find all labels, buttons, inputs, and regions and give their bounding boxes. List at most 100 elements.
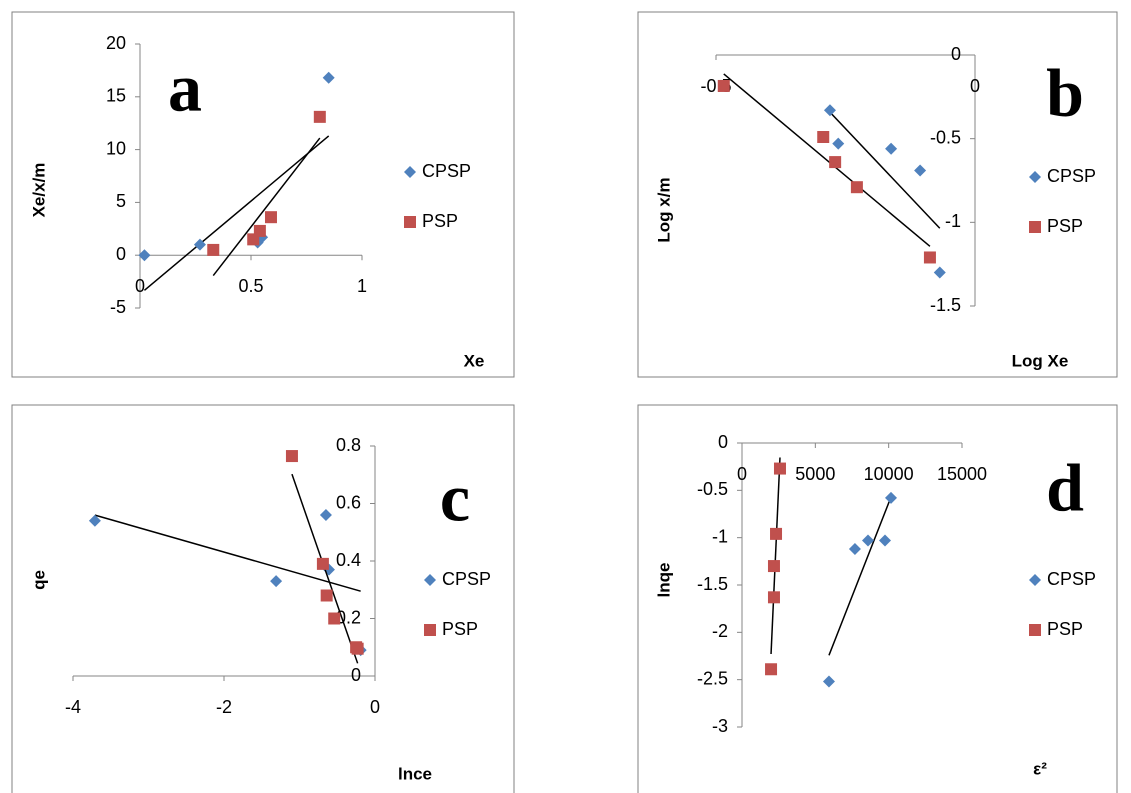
- legend-marker: [1029, 221, 1041, 233]
- point: [717, 79, 730, 92]
- y-tick-label: -0.5: [930, 127, 961, 147]
- point: [765, 663, 778, 676]
- y-axis-title: lnqe: [654, 563, 673, 598]
- point: [88, 514, 101, 527]
- panel-letter: c: [440, 460, 470, 536]
- point: [914, 164, 927, 177]
- panel-border: [637, 404, 1118, 793]
- legend-label: CPSP: [422, 161, 471, 181]
- legend-marker: [1029, 574, 1041, 586]
- y-tick-label: -2.5: [697, 668, 728, 688]
- legend-marker: [1029, 171, 1041, 183]
- panel: -4 -2 00 0.2 0.4 0.6 0.8 CPSP PSP qe lnce c: [11, 404, 515, 793]
- y-tick-label: 0.2: [336, 607, 361, 627]
- point: [193, 238, 206, 251]
- x-tick-label: -2: [216, 697, 232, 717]
- y-tick-label: -1.5: [930, 295, 961, 315]
- panel: 0 5000 10000 15000 -3 -2.5 -2 -1.5 -1 -0.5 0 CPSP PS…: [637, 404, 1118, 793]
- legend-label: PSP: [442, 619, 478, 639]
- y-tick-label: 5: [116, 191, 126, 211]
- legend-marker: [424, 574, 436, 586]
- point: [829, 156, 842, 169]
- point: [879, 534, 891, 547]
- point: [817, 130, 830, 143]
- x-tick-label: 0.5: [238, 276, 263, 296]
- point: [767, 560, 780, 573]
- legend-label: PSP: [1047, 619, 1083, 639]
- point: [767, 591, 780, 604]
- y-tick-label: -1.5: [697, 574, 728, 594]
- panel-letter: a: [168, 50, 202, 126]
- y-tick-label: 0.4: [336, 550, 361, 570]
- point: [270, 575, 283, 588]
- point: [850, 181, 863, 194]
- point: [351, 642, 364, 655]
- y-tick-label: 0.8: [336, 435, 361, 455]
- trendline: [143, 135, 330, 291]
- y-tick-label: 0: [351, 665, 361, 685]
- panel: 0 0.5 1 -5 0 5 10 15 20 CPSP PSP Xe/x/m Xe a: [11, 11, 515, 378]
- x-tick-label: -4: [65, 697, 81, 717]
- y-tick-label: 15: [106, 86, 126, 106]
- point: [313, 110, 326, 123]
- y-tick-label: -5: [110, 297, 126, 317]
- x-tick-label: 5000: [795, 464, 835, 484]
- y-axis-title: qe: [29, 570, 48, 590]
- trendline: [723, 73, 931, 247]
- y-tick-label: -0.5: [697, 479, 728, 499]
- x-tick-label: 0: [135, 276, 145, 296]
- x-tick-label: 1: [357, 276, 367, 296]
- point: [138, 249, 151, 262]
- point: [933, 266, 946, 279]
- x-axis-title: Xe: [464, 351, 485, 370]
- panel-border: [637, 11, 1118, 378]
- x-tick-label: 0: [370, 697, 380, 717]
- point: [319, 509, 332, 521]
- trendline: [212, 137, 321, 277]
- x-axis-title: Log Xe: [1012, 351, 1069, 370]
- y-tick-label: 0.6: [336, 492, 361, 512]
- panel-letter: b: [1046, 55, 1084, 131]
- y-tick-label: -3: [712, 716, 728, 736]
- legend-label: CPSP: [442, 569, 491, 589]
- legend-marker: [404, 216, 416, 228]
- point: [823, 104, 836, 117]
- x-tick-label: 10000: [864, 464, 914, 484]
- point: [253, 224, 266, 237]
- point: [885, 142, 898, 155]
- legend-label: PSP: [422, 211, 458, 231]
- point: [264, 211, 277, 224]
- x-axis-title: ε²: [1033, 759, 1047, 778]
- legend-label: PSP: [1047, 216, 1083, 236]
- y-tick-label: 0: [951, 44, 961, 64]
- point: [322, 71, 335, 84]
- point: [832, 137, 845, 150]
- y-tick-label: 20: [106, 33, 126, 53]
- point: [773, 462, 786, 475]
- point: [923, 251, 936, 264]
- legend-marker: [1029, 624, 1041, 636]
- point: [316, 557, 329, 570]
- y-axis-title: Log x/m: [654, 177, 673, 242]
- point: [822, 675, 835, 688]
- x-tick-label: 0: [970, 76, 980, 96]
- legend-label: CPSP: [1047, 569, 1096, 589]
- panel-border: [11, 11, 515, 378]
- legend-marker: [404, 166, 416, 178]
- point: [885, 491, 898, 504]
- y-tick-label: 10: [106, 138, 126, 158]
- legend-marker: [424, 624, 436, 636]
- point: [207, 243, 220, 256]
- trendline: [828, 496, 892, 656]
- panel-letter: d: [1046, 450, 1084, 526]
- y-tick-label: -1: [712, 526, 728, 546]
- trendline: [94, 514, 361, 592]
- point: [770, 527, 783, 540]
- x-tick-label: 0: [737, 464, 747, 484]
- point: [848, 543, 861, 556]
- point: [320, 589, 333, 602]
- y-tick-label: 0: [116, 244, 126, 264]
- x-tick-label: 15000: [937, 464, 987, 484]
